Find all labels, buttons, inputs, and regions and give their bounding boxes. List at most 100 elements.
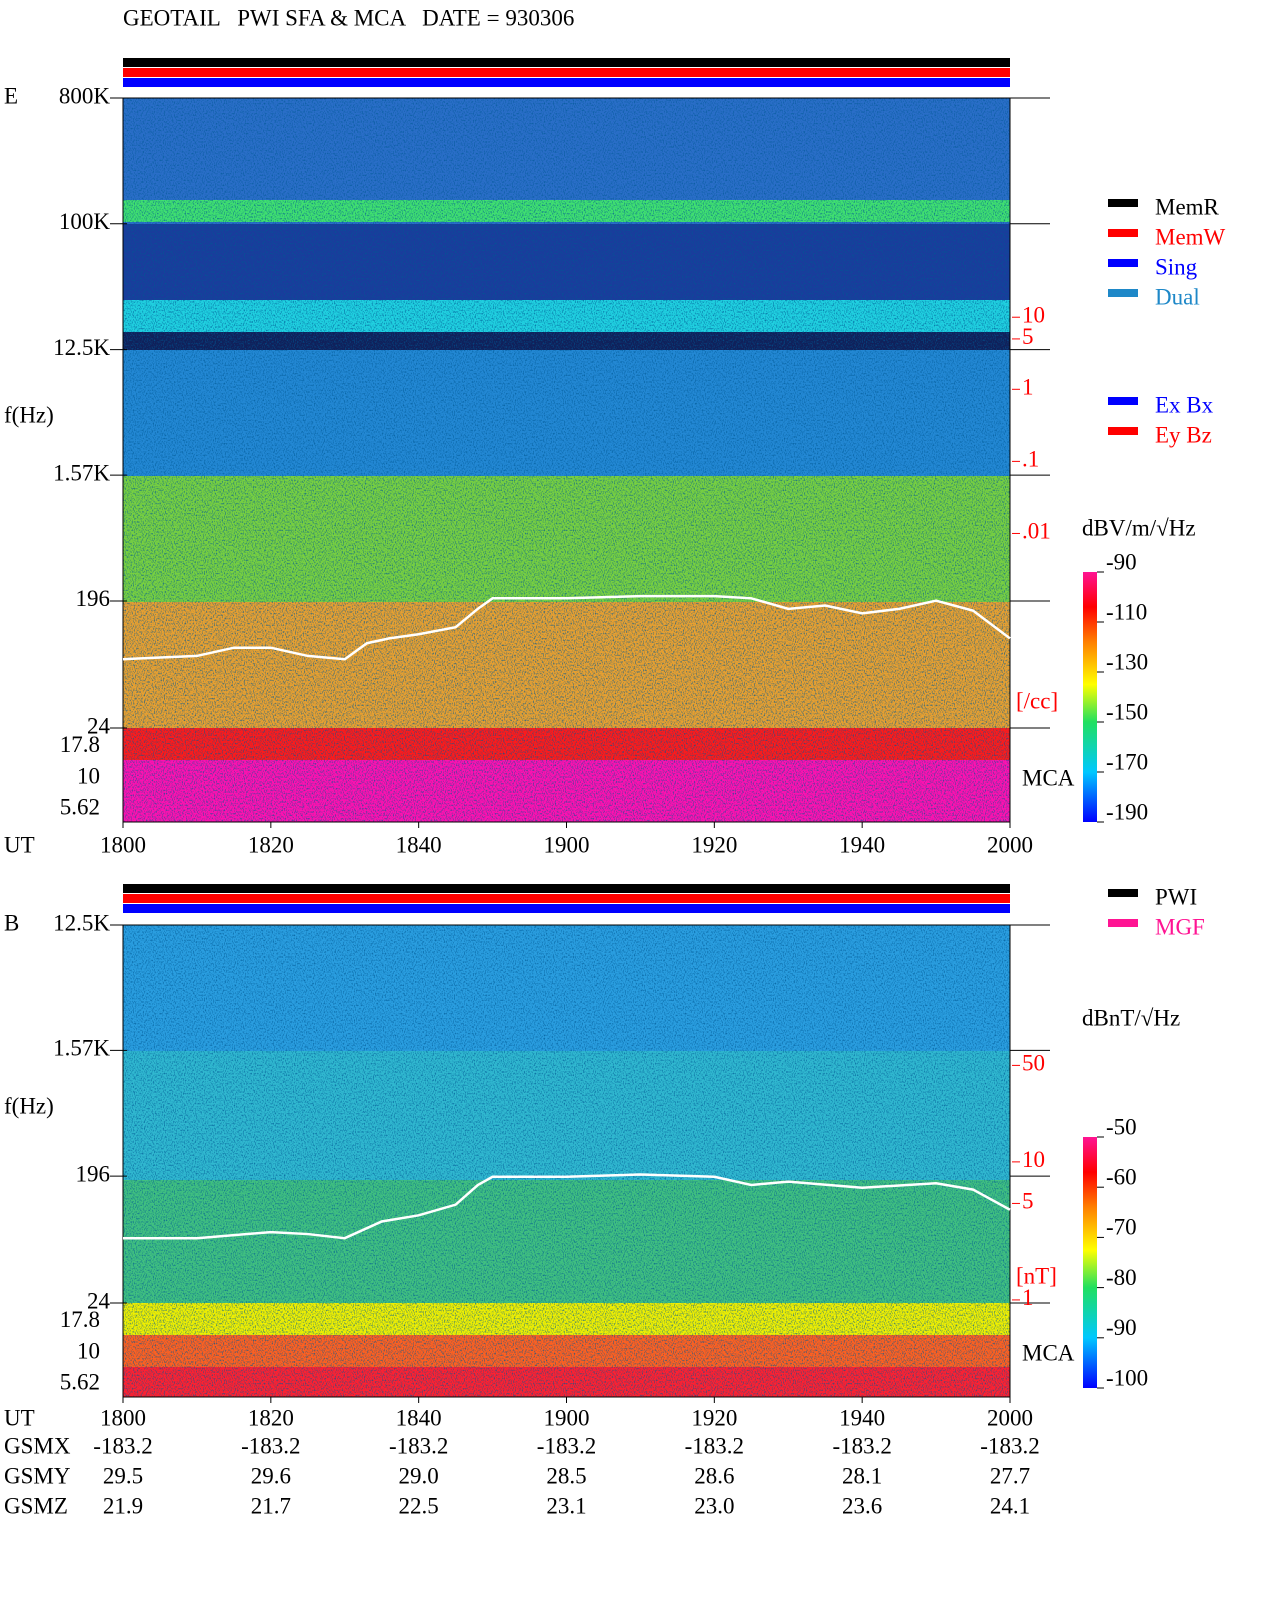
legend-label: MGF xyxy=(1155,914,1205,939)
colorbar-tick-label: -170 xyxy=(1106,749,1148,774)
y2-tick-label: .1 xyxy=(1022,447,1039,472)
status-bar xyxy=(123,894,1010,903)
legend-label: Sing xyxy=(1155,254,1198,279)
orbit-value: 24.1 xyxy=(990,1493,1030,1518)
orbit-value: 28.1 xyxy=(842,1463,882,1488)
mca-channel-label: 5.62 xyxy=(60,1370,100,1395)
status-bar xyxy=(123,884,1010,893)
x-tick-label: 1900 xyxy=(544,832,590,857)
colorbar-tick-label: -90 xyxy=(1106,549,1137,574)
orbit-value: -183.2 xyxy=(685,1433,744,1458)
y-tick-label: 196 xyxy=(76,586,111,611)
y2-tick-label: .01 xyxy=(1022,519,1051,544)
x-tick-label: 1900 xyxy=(544,1405,590,1430)
x-axis-label: UT xyxy=(4,1405,35,1430)
colorbar-tick-label: -90 xyxy=(1106,1315,1137,1340)
x-tick-label: 1820 xyxy=(248,1405,294,1430)
y-tick-label: 24 xyxy=(87,713,111,738)
mca-channel-label: 5.62 xyxy=(60,795,100,820)
y-tick-label: 24 xyxy=(87,1288,111,1313)
mca-channel-label: 17.8 xyxy=(60,1307,100,1332)
orbit-value: 27.7 xyxy=(990,1463,1030,1488)
x-tick-label: 1940 xyxy=(839,832,885,857)
orbit-value: -183.2 xyxy=(980,1433,1039,1458)
orbit-value: 28.5 xyxy=(546,1463,586,1488)
orbit-value: 23.1 xyxy=(546,1493,586,1518)
y-tick-label: 12.5K xyxy=(53,910,110,935)
y2-tick-label: 5 xyxy=(1022,324,1034,349)
legend-swatch xyxy=(1108,229,1138,237)
mca-channel-label: 10 xyxy=(77,763,100,788)
x-tick-label: 1920 xyxy=(691,832,737,857)
colorbar-tick-label: -130 xyxy=(1106,649,1148,674)
x-tick-label: 1840 xyxy=(396,1405,442,1430)
title: GEOTAIL PWI SFA & MCA DATE = 930306 xyxy=(123,5,574,30)
legend-swatch xyxy=(1108,427,1138,435)
colorbar-tick-label: -70 xyxy=(1106,1215,1137,1240)
orbit-row-label: GSMZ xyxy=(4,1493,68,1518)
legend-label: MemR xyxy=(1155,194,1220,219)
orbit-value: -183.2 xyxy=(241,1433,300,1458)
x-tick-label: 2000 xyxy=(987,1405,1033,1430)
y-tick-label: 1.57K xyxy=(53,460,110,485)
orbit-value: 23.0 xyxy=(694,1493,734,1518)
orbit-value: 21.7 xyxy=(251,1493,291,1518)
x-tick-label: 1920 xyxy=(691,1405,737,1430)
y-tick-label: 12.5K xyxy=(53,335,110,360)
legend-swatch xyxy=(1108,919,1138,927)
y-tick-label: 1.57K xyxy=(53,1036,110,1061)
legend-swatch xyxy=(1108,199,1138,207)
orbit-value: -183.2 xyxy=(832,1433,891,1458)
x-tick-label: 1820 xyxy=(248,832,294,857)
panel-label: E xyxy=(4,83,18,108)
orbit-value: -183.2 xyxy=(93,1433,152,1458)
orbit-value: 22.5 xyxy=(399,1493,439,1518)
colorbar-label: dBV/m/√Hz xyxy=(1082,515,1196,540)
orbit-value: 29.5 xyxy=(103,1463,143,1488)
x-tick-label: 1800 xyxy=(100,1405,146,1430)
panel-label: B xyxy=(4,910,19,935)
orbit-value: 23.6 xyxy=(842,1493,882,1518)
colorbar-tick-label: -80 xyxy=(1106,1265,1137,1290)
spectrogram-noise xyxy=(123,925,1010,1397)
colorbar-tick-label: -60 xyxy=(1106,1164,1137,1189)
orbit-value: 28.6 xyxy=(694,1463,734,1488)
spectrogram-noise xyxy=(123,98,1010,822)
colorbar-tick-label: -110 xyxy=(1106,599,1147,624)
x-tick-label: 1840 xyxy=(396,832,442,857)
colorbar-label: dBnT/√Hz xyxy=(1082,1005,1180,1030)
x-tick-label: 1800 xyxy=(100,832,146,857)
y2-tick-label: 5 xyxy=(1022,1189,1034,1214)
y-axis-label: f(Hz) xyxy=(4,1093,54,1118)
legend-swatch xyxy=(1108,397,1138,405)
legend-swatch xyxy=(1108,889,1138,897)
mca-channel-label: 17.8 xyxy=(60,732,100,757)
colorbar xyxy=(1083,1137,1097,1388)
x-axis-label: UT xyxy=(4,832,35,857)
y-tick-label: 196 xyxy=(76,1161,111,1186)
status-bar xyxy=(123,78,1010,87)
colorbar-tick-label: -100 xyxy=(1106,1365,1148,1390)
density-line xyxy=(122,594,1011,661)
y2-axis-label: [/cc] xyxy=(1016,688,1058,713)
density-line xyxy=(123,1173,1011,1240)
colorbar-tick-label: -150 xyxy=(1106,699,1148,724)
orbit-value: -183.2 xyxy=(389,1433,448,1458)
orbit-value: 29.0 xyxy=(399,1463,439,1488)
y2-tick-label: 1 xyxy=(1022,375,1034,400)
y2-tick-label: 10 xyxy=(1022,303,1045,328)
legend-label: Dual xyxy=(1155,284,1200,309)
y2-tick-label: 50 xyxy=(1022,1051,1045,1076)
legend-label: MemW xyxy=(1155,224,1226,249)
y-tick-label: 100K xyxy=(59,209,111,234)
x-tick-label: 1940 xyxy=(839,1405,885,1430)
orbit-value: 21.9 xyxy=(103,1493,143,1518)
y2-axis-label: [nT] xyxy=(1016,1263,1057,1288)
status-bar xyxy=(123,58,1010,67)
legend-swatch xyxy=(1108,289,1138,297)
legend-label: Ex Bx xyxy=(1155,392,1214,417)
orbit-row-label: GSMY xyxy=(4,1463,71,1488)
x-tick-label: 2000 xyxy=(987,832,1033,857)
